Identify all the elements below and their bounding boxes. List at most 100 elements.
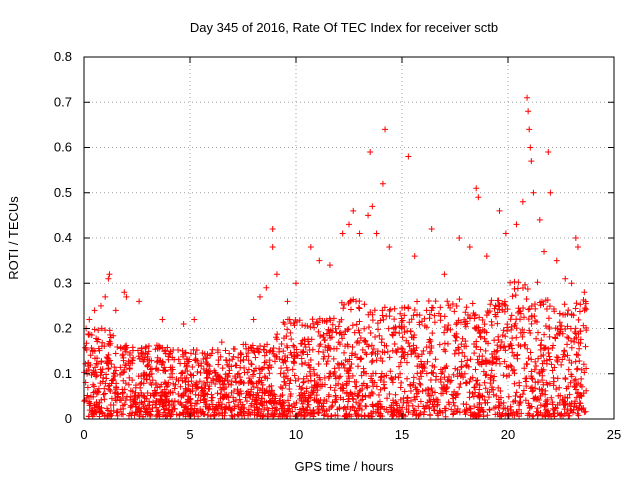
data-point: [524, 285, 531, 292]
data-point: [360, 368, 367, 375]
data-point: [475, 194, 482, 201]
data-point: [204, 351, 211, 358]
data-point: [545, 315, 552, 322]
data-point: [176, 410, 183, 417]
data-point: [396, 363, 403, 370]
data-point: [397, 384, 404, 391]
data-point: [405, 305, 412, 312]
data-point: [149, 377, 156, 384]
data-point: [442, 405, 449, 412]
data-point: [245, 350, 252, 357]
data-point: [471, 324, 478, 331]
data-point: [410, 374, 417, 381]
data-point: [396, 330, 403, 337]
data-point: [397, 396, 404, 403]
data-point: [253, 396, 260, 403]
data-point: [572, 305, 579, 312]
data-point: [473, 380, 480, 387]
data-point: [321, 337, 328, 344]
data-point: [324, 358, 331, 365]
data-point: [330, 345, 337, 352]
data-point: [442, 348, 449, 355]
data-point: [165, 406, 172, 413]
data-point: [420, 411, 427, 418]
data-point: [519, 333, 526, 340]
data-point: [152, 380, 159, 387]
data-point: [355, 327, 362, 334]
data-point: [401, 304, 408, 311]
x-tick-label: 20: [501, 427, 515, 442]
data-point: [95, 389, 102, 396]
data-point: [310, 366, 317, 373]
data-point: [396, 323, 403, 330]
data-point: [132, 409, 139, 416]
data-point: [443, 388, 450, 395]
data-point: [453, 408, 460, 415]
data-point: [168, 409, 175, 416]
data-point: [302, 394, 309, 401]
data-point: [480, 368, 487, 375]
data-point: [399, 317, 406, 324]
y-tick-label: 0.8: [54, 49, 72, 64]
data-point: [131, 412, 138, 419]
data-point: [463, 401, 470, 408]
data-point: [256, 374, 263, 381]
data-point: [308, 389, 315, 396]
data-point: [479, 317, 486, 324]
data-point: [358, 372, 365, 379]
data-point: [305, 361, 312, 368]
data-point: [235, 401, 242, 408]
data-point: [423, 370, 430, 377]
data-point: [535, 355, 542, 362]
data-point: [204, 374, 211, 381]
data-point: [137, 384, 144, 391]
data-point: [491, 305, 498, 312]
data-point: [564, 341, 571, 348]
data-point: [536, 216, 543, 223]
data-point: [344, 368, 351, 375]
data-point: [97, 302, 104, 309]
data-point: [101, 385, 108, 392]
data-point: [466, 394, 473, 401]
data-point: [412, 350, 419, 357]
data-point: [375, 326, 382, 333]
data-point: [290, 342, 297, 349]
data-point: [556, 399, 563, 406]
data-point: [317, 332, 324, 339]
data-point: [430, 369, 437, 376]
data-point: [513, 334, 520, 341]
data-point: [227, 406, 234, 413]
data-point: [421, 322, 428, 329]
data-point: [198, 410, 205, 417]
data-point: [247, 411, 254, 418]
data-point: [102, 380, 109, 387]
data-point: [316, 374, 323, 381]
data-point: [495, 333, 502, 340]
data-point: [432, 298, 439, 305]
data-point: [454, 405, 461, 412]
data-point: [456, 384, 463, 391]
data-point: [539, 412, 546, 419]
data-point: [416, 321, 423, 328]
data-point: [414, 311, 421, 318]
data-point: [481, 335, 488, 342]
data-point: [556, 330, 563, 337]
data-point: [281, 412, 288, 419]
data-point: [267, 399, 274, 406]
data-point: [564, 394, 571, 401]
data-point: [198, 362, 205, 369]
data-point: [466, 315, 473, 322]
data-point: [89, 413, 96, 420]
data-point: [108, 408, 115, 415]
data-point: [264, 375, 271, 382]
data-point: [230, 394, 237, 401]
data-point: [359, 346, 366, 353]
data-point: [138, 399, 145, 406]
data-point: [500, 399, 507, 406]
data-point: [474, 377, 481, 384]
data-point: [144, 390, 151, 397]
data-point: [117, 406, 124, 413]
data-point: [148, 370, 155, 377]
data-point: [305, 401, 312, 408]
data-point: [205, 371, 212, 378]
